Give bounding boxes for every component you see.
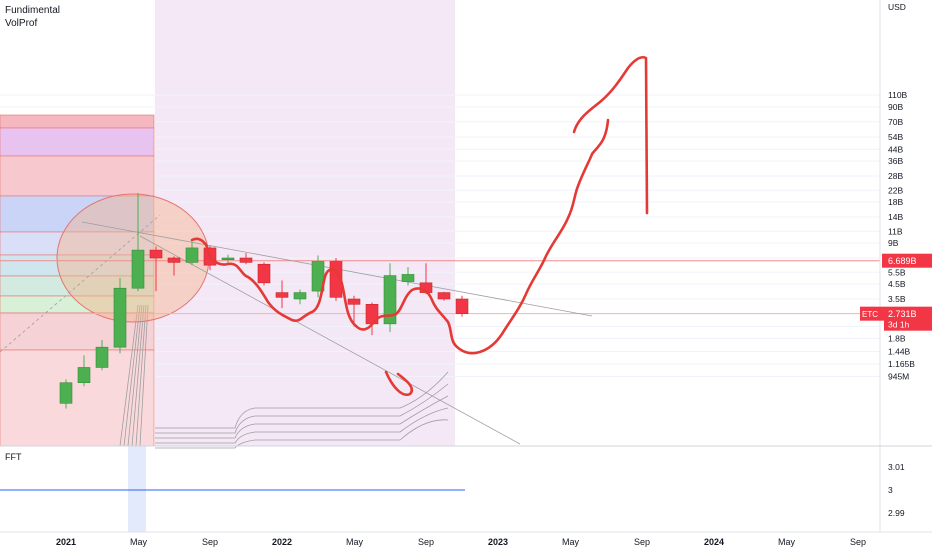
drawings-layer [190, 56, 649, 397]
candle-body-2021-11[interactable] [239, 257, 253, 263]
drawn-path-history[interactable] [190, 237, 458, 348]
price-tick-label: 44B [888, 144, 903, 154]
fib-zone [0, 349, 155, 447]
price-tick-label: 1.8B [888, 333, 906, 343]
current-price-text: 2.731B [888, 309, 917, 319]
price-tick-label: 70B [888, 117, 903, 127]
fft-highlight-band [128, 446, 146, 532]
price-tick-label: 1.165B [888, 359, 915, 369]
time-tick-label: Sep [202, 537, 218, 547]
trendline-lower[interactable] [139, 235, 521, 445]
price-tick-label: 945M [888, 371, 909, 381]
trendline-dashed[interactable] [0, 214, 161, 353]
drawn-path-target[interactable] [572, 56, 649, 215]
fan-ray [135, 304, 147, 447]
price-tick-label: 36B [888, 156, 903, 166]
price-tick-label: 5.5B [888, 267, 906, 277]
candle-body-2022-10[interactable] [437, 292, 451, 300]
price-tick-label: 1.44B [888, 347, 911, 357]
candle-body-2021-07[interactable] [167, 257, 181, 263]
fib-zone [0, 195, 155, 233]
fib-zone [0, 127, 155, 157]
axis-currency-label: USD [888, 2, 906, 12]
fib-zone [0, 155, 155, 197]
candle-body-2022-08[interactable] [401, 274, 415, 282]
fft-pane: 3.01 3 2.99 [0, 445, 932, 518]
price-tick-label: 11B [888, 226, 903, 236]
fan-ray [127, 304, 143, 447]
price-axis-layer: USD110B90B70B54B44B36B28B22B18B14B11B9B7… [860, 0, 932, 550]
price-tick-label: 9B [888, 238, 899, 248]
fft-tick-label: 3 [888, 485, 893, 495]
time-tick-label: 2024 [704, 537, 724, 547]
fib-zone [0, 312, 155, 351]
price-tick-label: 28B [888, 171, 903, 181]
price-tick-label: 54B [888, 132, 903, 142]
time-axis-layer: 2021 May Sep 2022 May Sep 2023 May Sep 2024 May Sep [0, 531, 932, 547]
resistance-price-text: 6.689B [888, 256, 917, 266]
price-tick-label: 22B [888, 185, 903, 195]
candle-body-2021-01[interactable] [59, 382, 73, 404]
time-tick-label: May [778, 537, 796, 547]
fft-label[interactable]: FFT [5, 452, 22, 462]
channel-fan-line [155, 407, 449, 444]
fft-tick-label: 2.99 [888, 508, 905, 518]
time-tick-label: Sep [634, 537, 650, 547]
indicator-legend-volprof[interactable]: VolProf [5, 18, 38, 29]
price-tick-label: 110B [888, 90, 908, 100]
candle-body-2022-02[interactable] [293, 292, 307, 300]
price-axis-bg [880, 0, 932, 550]
price-tick-label: 4.5B [888, 279, 906, 289]
candle-body-2021-04[interactable] [113, 287, 127, 348]
candle-body-2021-03[interactable] [95, 346, 109, 368]
symbol-tag-text: ETC [862, 310, 878, 319]
candle-body-2021-08[interactable] [185, 247, 199, 263]
drawn-path-projection[interactable] [454, 118, 610, 355]
candle-body-2022-07[interactable] [383, 275, 397, 325]
fan-ray [139, 304, 149, 447]
time-tick-label: May [346, 537, 364, 547]
countdown-text: 3d 1h [888, 320, 910, 330]
candle-body-2022-01[interactable] [275, 292, 289, 298]
time-tick-label: 2021 [56, 537, 76, 547]
channel-fan-line [155, 371, 449, 429]
session-band [155, 0, 455, 446]
drawn-path-dip[interactable] [384, 370, 414, 397]
fib-zone [0, 114, 155, 129]
time-tick-label: Sep [418, 537, 434, 547]
candle-body-2021-05[interactable] [131, 249, 145, 289]
candle-body-2021-06[interactable] [149, 249, 163, 259]
price-tick-label: 14B [888, 212, 903, 222]
price-tick-label: 90B [888, 102, 903, 112]
time-tick-label: 2023 [488, 537, 508, 547]
fan-ray [119, 304, 139, 447]
indicator-legend-fundimental[interactable]: Fundimental [5, 5, 61, 16]
time-tick-label: 2022 [272, 537, 292, 547]
fan-ray [131, 304, 145, 447]
fan-ray [123, 304, 141, 447]
current-price-tag[interactable] [884, 306, 932, 331]
price-tick-label: 3.5B [888, 294, 906, 304]
price-tick-label: 18B [888, 197, 903, 207]
candle-body-2021-12[interactable] [257, 263, 271, 284]
candle-body-2021-10[interactable] [221, 257, 235, 261]
symbol-tag[interactable] [860, 306, 884, 321]
candle-body-2021-02[interactable] [77, 367, 91, 384]
time-tick-label: May [130, 537, 148, 547]
candle-body-2022-11[interactable] [455, 298, 469, 314]
fft-tick-label: 3.01 [888, 462, 905, 472]
time-tick-label: Sep [850, 537, 866, 547]
resistance-price-tag[interactable] [882, 253, 932, 268]
candle-body-2022-05[interactable] [347, 298, 361, 305]
channel-fan-line [155, 395, 449, 439]
time-tick-label: May [562, 537, 580, 547]
